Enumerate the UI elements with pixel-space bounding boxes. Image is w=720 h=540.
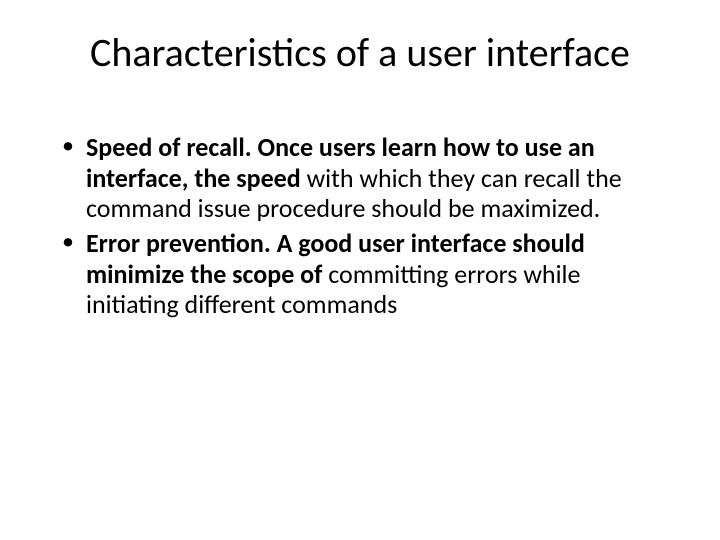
bullet-item: Speed of recall. Once users learn how to…	[60, 132, 670, 224]
slide-body: Speed of recall. Once users learn how to…	[60, 132, 670, 324]
slide-title: Characteristics of a user interface	[0, 28, 720, 77]
slide: Characteristics of a user interface Spee…	[0, 0, 720, 540]
bullet-list: Speed of recall. Once users learn how to…	[60, 132, 670, 320]
bullet-item: Error prevention. A good user interface …	[60, 228, 670, 320]
